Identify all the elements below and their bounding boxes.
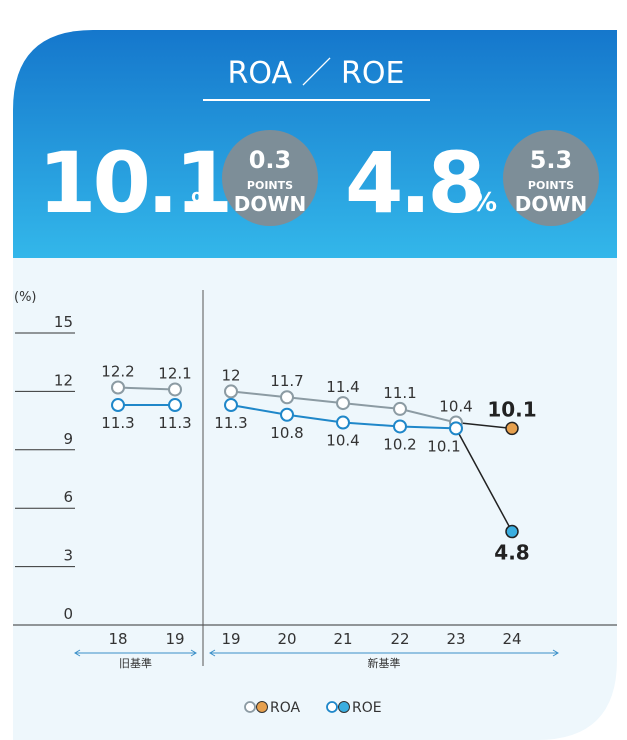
data-label: 11.3 xyxy=(158,414,191,432)
x-tick-label: 19 xyxy=(221,630,240,648)
change-badge xyxy=(503,130,599,226)
group-label: 新基準 xyxy=(368,656,401,670)
kpi-value: 4.8 xyxy=(345,134,482,232)
group-label: 旧基準 xyxy=(119,656,152,670)
data-point xyxy=(336,415,350,430)
legend-dot xyxy=(256,701,268,713)
data-point xyxy=(168,382,182,397)
title: ROA ／ ROE xyxy=(228,56,405,91)
bracket-arrow xyxy=(209,649,559,657)
legend-dot xyxy=(338,701,350,713)
legend-label: ROE xyxy=(352,700,382,716)
y-tick-label: 9 xyxy=(63,430,73,448)
legend-ring xyxy=(244,701,256,713)
data-label: 10.2 xyxy=(383,435,416,453)
change-badge xyxy=(222,130,318,226)
legend-label: ROA xyxy=(270,700,301,716)
data-label: 10.1 xyxy=(427,437,460,455)
data-point xyxy=(224,398,238,413)
data-label: 11.3 xyxy=(214,414,247,432)
y-tick-label: 6 xyxy=(63,488,73,506)
y-tick-label: 0 xyxy=(63,605,73,623)
data-point xyxy=(449,421,463,436)
data-label: 12 xyxy=(221,366,240,384)
x-tick-label: 21 xyxy=(333,630,352,648)
data-label: 11.1 xyxy=(383,384,416,402)
legend-ring xyxy=(326,701,338,713)
data-point xyxy=(111,380,125,395)
latest-segment xyxy=(455,428,513,532)
data-label: 10.4 xyxy=(326,432,359,450)
data-point xyxy=(393,401,407,416)
y-tick-label: 15 xyxy=(54,313,73,331)
data-label: 12.1 xyxy=(158,364,191,382)
data-label: 11.7 xyxy=(270,372,303,390)
y-tick-label: 3 xyxy=(63,547,73,565)
data-point xyxy=(336,396,350,411)
data-label: 10.8 xyxy=(270,424,303,442)
chart-background xyxy=(13,258,617,740)
data-point xyxy=(505,524,519,539)
x-tick-label: 19 xyxy=(165,630,184,648)
kpi-value: 10.1 xyxy=(38,134,229,232)
data-point xyxy=(111,398,125,413)
y-axis-label: (%) xyxy=(14,290,37,305)
change-value: 5.3 xyxy=(530,146,573,174)
data-point xyxy=(505,421,519,436)
data-point xyxy=(280,407,294,422)
data-label: 10.4 xyxy=(439,398,472,416)
change-direction: DOWN xyxy=(234,192,306,216)
x-tick-label: 18 xyxy=(108,630,127,648)
series-line xyxy=(117,386,176,391)
x-tick-label: 22 xyxy=(390,630,409,648)
data-label: 12.2 xyxy=(101,363,134,381)
x-tick-label: 20 xyxy=(277,630,296,648)
data-label: 4.8 xyxy=(494,541,529,565)
data-point xyxy=(168,398,182,413)
latest-segment xyxy=(455,421,513,430)
data-point xyxy=(393,419,407,434)
data-label: 11.4 xyxy=(326,378,359,396)
data-label: 11.3 xyxy=(101,414,134,432)
change-unit: POINTS xyxy=(528,179,574,192)
kpi-unit: % xyxy=(471,188,497,218)
change-direction: DOWN xyxy=(515,192,587,216)
change-unit: POINTS xyxy=(247,179,293,192)
y-tick-label: 12 xyxy=(54,371,73,389)
data-label: 10.1 xyxy=(487,397,536,421)
x-tick-label: 23 xyxy=(446,630,465,648)
change-value: 0.3 xyxy=(249,146,292,174)
data-point xyxy=(224,384,238,399)
x-tick-label: 24 xyxy=(502,630,521,648)
data-point xyxy=(280,390,294,405)
kpi-unit: % xyxy=(191,188,217,218)
header-background xyxy=(13,30,617,258)
bracket-arrow xyxy=(74,649,197,657)
